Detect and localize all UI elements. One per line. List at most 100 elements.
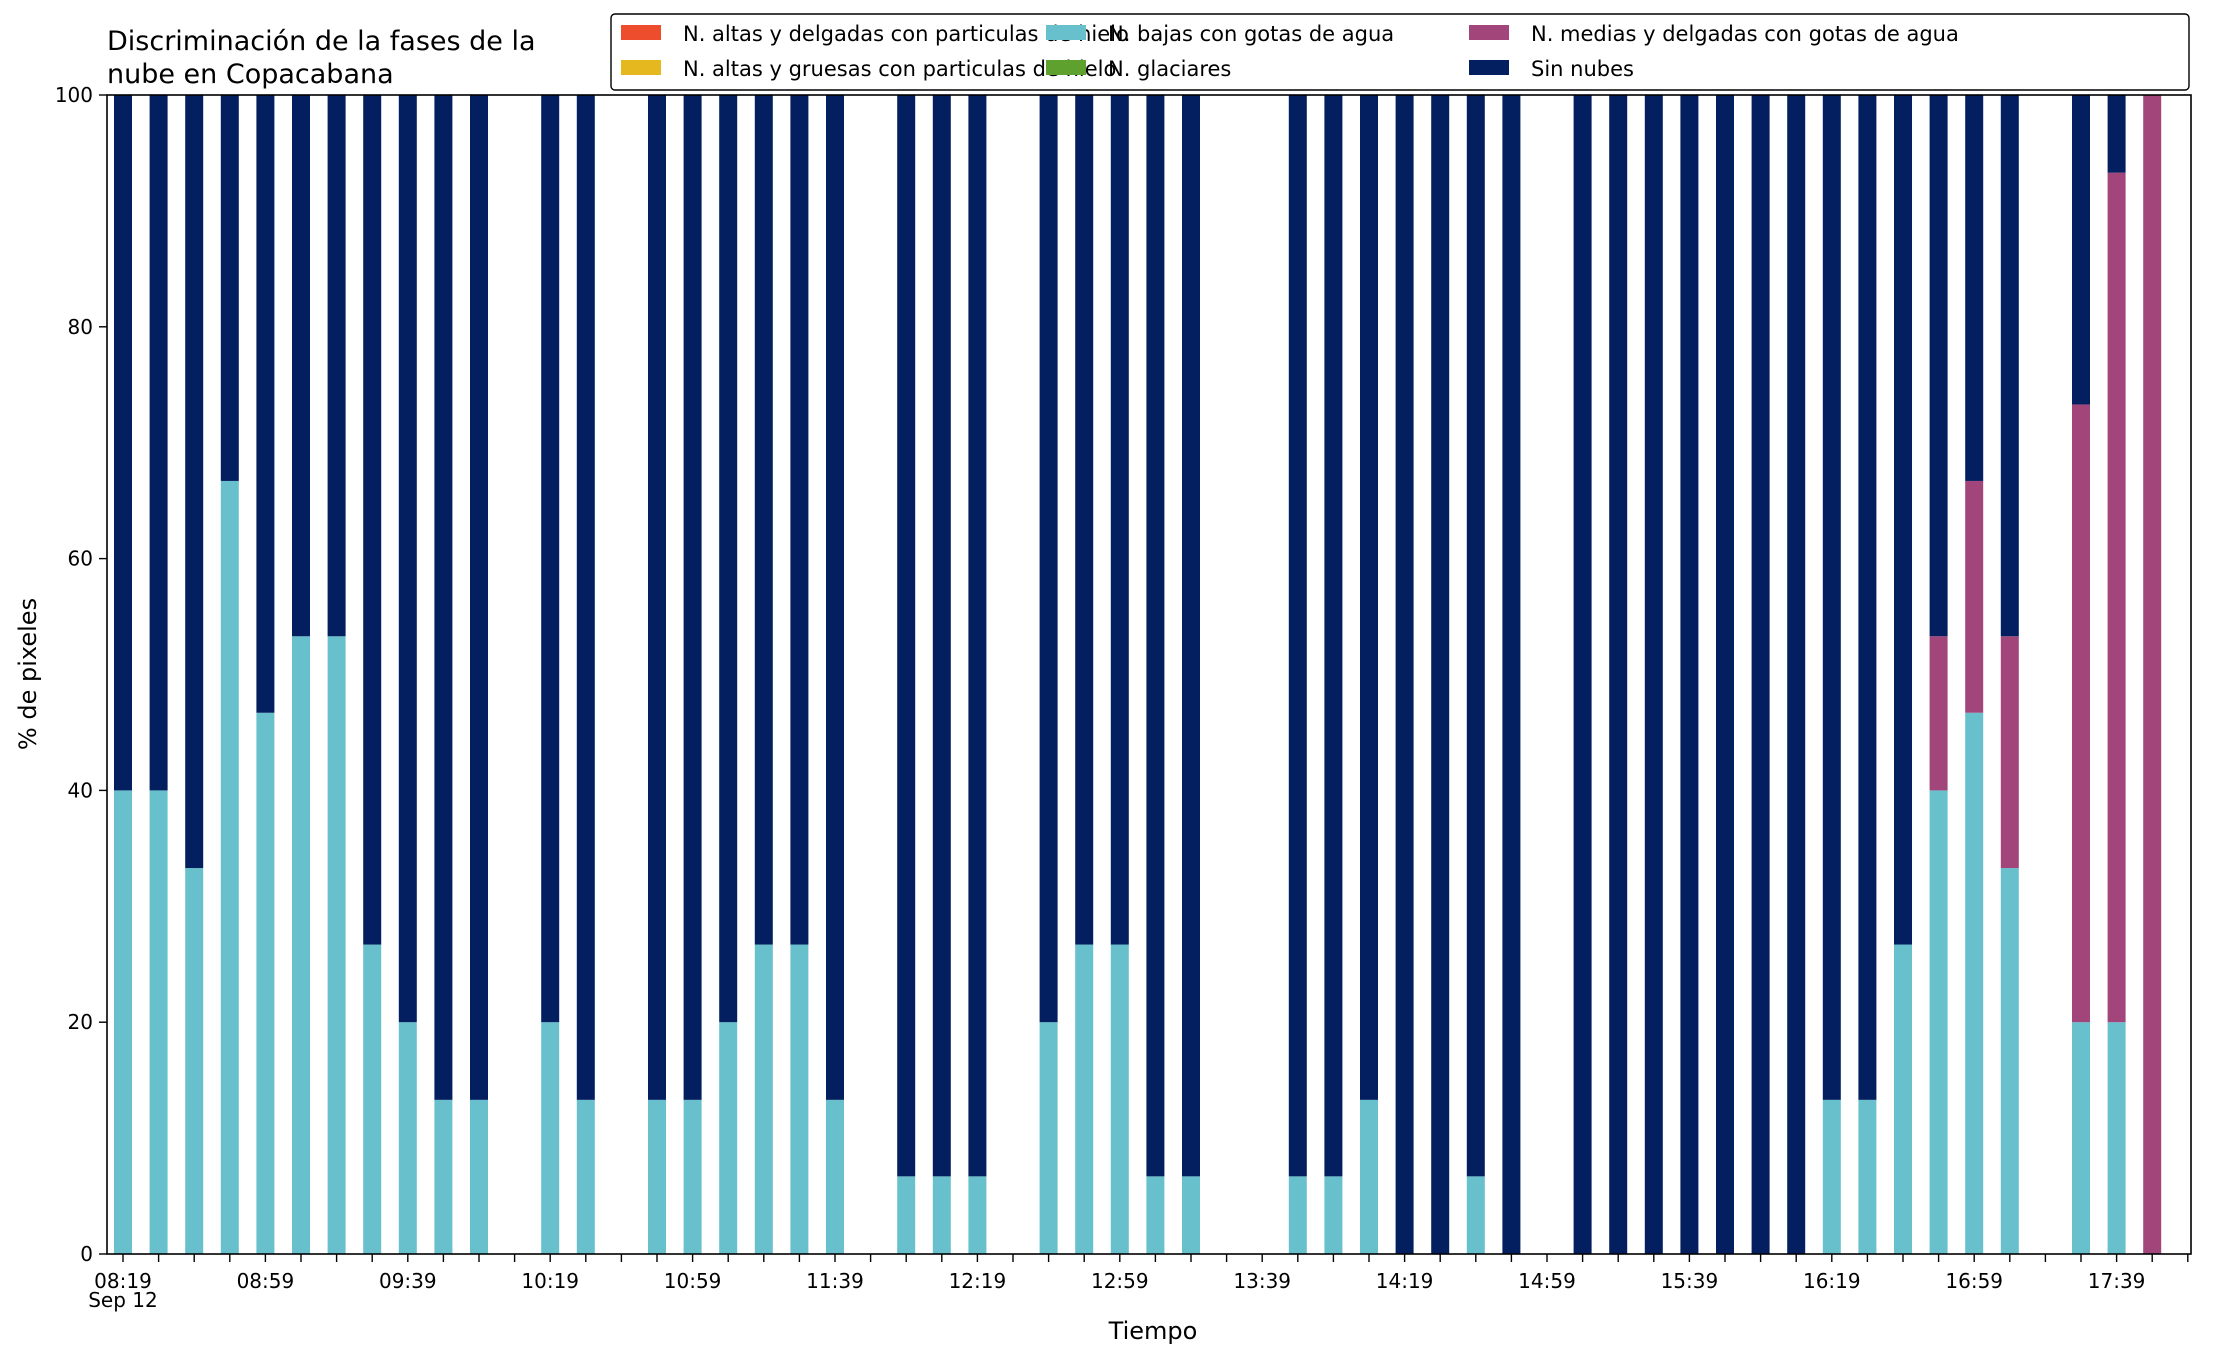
x-tick-label: 08:19	[94, 1269, 152, 1293]
bar-segment-clear-sky	[1644, 95, 1663, 1254]
bar-segment-clear-sky	[2107, 95, 2126, 173]
bar-segment-low-water	[1894, 944, 1912, 1254]
bar-segment-low-water	[719, 1022, 738, 1254]
bar-segment-low-water	[292, 636, 310, 1254]
bars-layer	[114, 95, 2162, 1254]
bar-segment-clear-sky	[1894, 95, 1912, 945]
bar-segment-clear-sky	[2072, 95, 2090, 405]
legend-label: N. bajas con gotas de agua	[1108, 22, 1394, 46]
y-tick-label: 100	[55, 83, 93, 107]
y-tick-label: 80	[68, 315, 93, 339]
bar-segment-clear-sky	[1502, 95, 1521, 1254]
bar-segment-clear-sky	[1182, 95, 1200, 1177]
bar-segment-low-water	[932, 1176, 951, 1254]
bar-segment-medium-thin	[2107, 172, 2126, 1023]
x-ticks: 08:19 08:59 09:39 10:19 10:59 11:39 12:19 12:59…	[94, 1254, 2189, 1293]
x-tick-label: 15:39	[1661, 1269, 1719, 1293]
bar-segment-clear-sky	[292, 95, 310, 637]
bar-segment-low-water	[1822, 1099, 1841, 1254]
legend-swatch	[1046, 60, 1086, 75]
bar-segment-low-water	[1146, 1176, 1165, 1254]
bar-segment-clear-sky	[1324, 95, 1343, 1177]
bar-segment-clear-sky	[1431, 95, 1450, 1254]
bar-segment-low-water	[648, 1099, 666, 1254]
y-tick-label: 60	[68, 547, 93, 571]
y-tick-label: 40	[68, 778, 93, 802]
bar-segment-low-water	[1075, 944, 1094, 1254]
bar-segment-clear-sky	[1751, 95, 1770, 1254]
legend-swatch	[621, 60, 661, 75]
bar-segment-clear-sky	[398, 95, 417, 1023]
bar-segment-clear-sky	[1609, 95, 1628, 1254]
bar-segment-low-water	[149, 790, 168, 1254]
bar-segment-clear-sky	[1146, 95, 1165, 1177]
bar-segment-clear-sky	[1929, 95, 1948, 637]
bar-segment-clear-sky	[1075, 95, 1094, 945]
bar-segment-clear-sky	[2000, 95, 2019, 637]
bar-segment-clear-sky	[932, 95, 951, 1177]
bar-segment-clear-sky	[185, 95, 204, 869]
legend-label: N. altas y gruesas con particulas de hie…	[683, 57, 1116, 81]
bar-segment-clear-sky	[683, 95, 702, 1100]
bar-segment-clear-sky	[1965, 95, 1984, 481]
x-axis-label: Tiempo	[1108, 1317, 1198, 1345]
bar-segment-low-water	[185, 868, 204, 1254]
bar-segment-clear-sky	[1787, 95, 1806, 1254]
bar-segment-low-water	[1360, 1099, 1378, 1254]
bar-segment-low-water	[897, 1176, 916, 1254]
x-tick-label: 14:19	[1376, 1269, 1434, 1293]
bar-segment-clear-sky	[648, 95, 666, 1100]
bar-segment-clear-sky	[968, 95, 987, 1177]
bar-segment-clear-sky	[363, 95, 382, 945]
bar-segment-low-water	[398, 1022, 417, 1254]
legend-swatch	[1046, 25, 1086, 40]
bar-segment-clear-sky	[826, 95, 844, 1100]
bar-segment-clear-sky	[149, 95, 168, 791]
bar-segment-low-water	[256, 712, 275, 1254]
bar-segment-clear-sky	[1716, 95, 1734, 1254]
bar-segment-low-water	[754, 944, 773, 1254]
bar-segment-low-water	[1929, 790, 1948, 1254]
bar-segment-low-water	[576, 1099, 595, 1254]
x-tick-label: 16:59	[1945, 1269, 2003, 1293]
bar-segment-clear-sky	[1822, 95, 1841, 1100]
x-tick-label: 09:39	[379, 1269, 437, 1293]
y-ticks: 0 20 40 60 80 100	[55, 83, 107, 1266]
x-tick-label: 17:39	[2088, 1269, 2146, 1293]
bar-segment-low-water	[790, 944, 809, 1254]
legend-swatch	[1469, 60, 1509, 75]
x-date-annotation: Sep 12	[88, 1288, 158, 1312]
x-tick-label: 10:59	[664, 1269, 722, 1293]
bar-segment-low-water	[470, 1099, 488, 1254]
bar-segment-medium-thin	[1965, 480, 1984, 713]
bar-segment-clear-sky	[256, 95, 275, 713]
bar-segment-clear-sky	[1039, 95, 1058, 1023]
bar-segment-clear-sky	[754, 95, 773, 945]
bar-segment-clear-sky	[1110, 95, 1129, 945]
bar-segment-low-water	[2072, 1022, 2090, 1254]
x-tick-label: 12:19	[949, 1269, 1007, 1293]
bar-segment-medium-thin	[2000, 636, 2019, 869]
chart-title-line-2: nube en Copacabana	[107, 59, 394, 90]
bar-segment-low-water	[1466, 1176, 1485, 1254]
bar-segment-low-water	[1324, 1176, 1343, 1254]
bar-segment-clear-sky	[1680, 95, 1699, 1254]
bar-segment-clear-sky	[470, 95, 488, 1100]
bar-segment-low-water	[541, 1022, 560, 1254]
legend-swatch	[621, 25, 661, 40]
x-tick-label: 11:39	[806, 1269, 864, 1293]
bar-segment-clear-sky	[220, 95, 239, 481]
bar-segment-clear-sky	[897, 95, 916, 1177]
bar-segment-clear-sky	[1573, 95, 1592, 1254]
y-tick-label: 0	[80, 1242, 93, 1266]
bar-segment-low-water	[1039, 1022, 1058, 1254]
bar-segment-low-water	[683, 1099, 702, 1254]
bar-segment-clear-sky	[576, 95, 595, 1100]
bar-segment-low-water	[1858, 1099, 1877, 1254]
plot-frame	[106, 94, 2192, 1255]
bar-segment-clear-sky	[1395, 95, 1414, 1254]
bar-segment-low-water	[826, 1099, 844, 1254]
x-tick-label: 08:59	[237, 1269, 295, 1293]
legend-swatch	[1469, 25, 1509, 40]
